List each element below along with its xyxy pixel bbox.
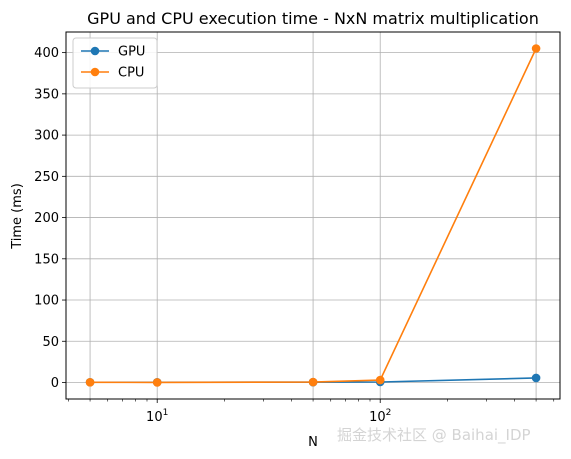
grid-lines xyxy=(66,32,560,399)
data-point-cpu xyxy=(85,378,95,387)
watermark: 掘金技术社区 @ Baihai_IDP xyxy=(337,426,531,444)
data-point-gpu xyxy=(531,373,541,383)
data-point-cpu xyxy=(152,378,162,387)
y-tick-label: 250 xyxy=(34,170,59,185)
y-tick-label: 150 xyxy=(34,252,59,267)
y-axis-label: Time (ms) xyxy=(10,183,25,250)
axes-layer: 0 50 100 150 200 250 300 350 400 101 102 xyxy=(34,46,555,425)
y-tick-label: 300 xyxy=(34,129,59,144)
data-point-cpu xyxy=(375,375,385,385)
y-tick-label: 0 xyxy=(51,376,59,391)
legend: GPU CPU xyxy=(72,37,158,89)
x-tick-label: 102 xyxy=(369,408,391,425)
y-tick-label: 400 xyxy=(34,46,59,61)
legend-marker-cpu xyxy=(90,67,100,77)
data-point-cpu xyxy=(308,377,318,387)
y-tick-label: 50 xyxy=(42,335,59,350)
y-tick-label: 100 xyxy=(34,294,59,309)
legend-marker-gpu xyxy=(90,46,100,56)
legend-label-cpu: CPU xyxy=(118,66,144,81)
legend-label-gpu: GPU xyxy=(118,45,145,60)
data-point-cpu xyxy=(531,44,541,53)
y-tick-label: 200 xyxy=(34,211,59,226)
y-tick-label: 350 xyxy=(34,87,59,102)
x-axis-label: N xyxy=(308,435,318,450)
series-layer xyxy=(85,44,541,387)
x-tick-label: 101 xyxy=(146,408,168,425)
chart-title: GPU and CPU execution time - NxN matrix … xyxy=(87,9,539,28)
